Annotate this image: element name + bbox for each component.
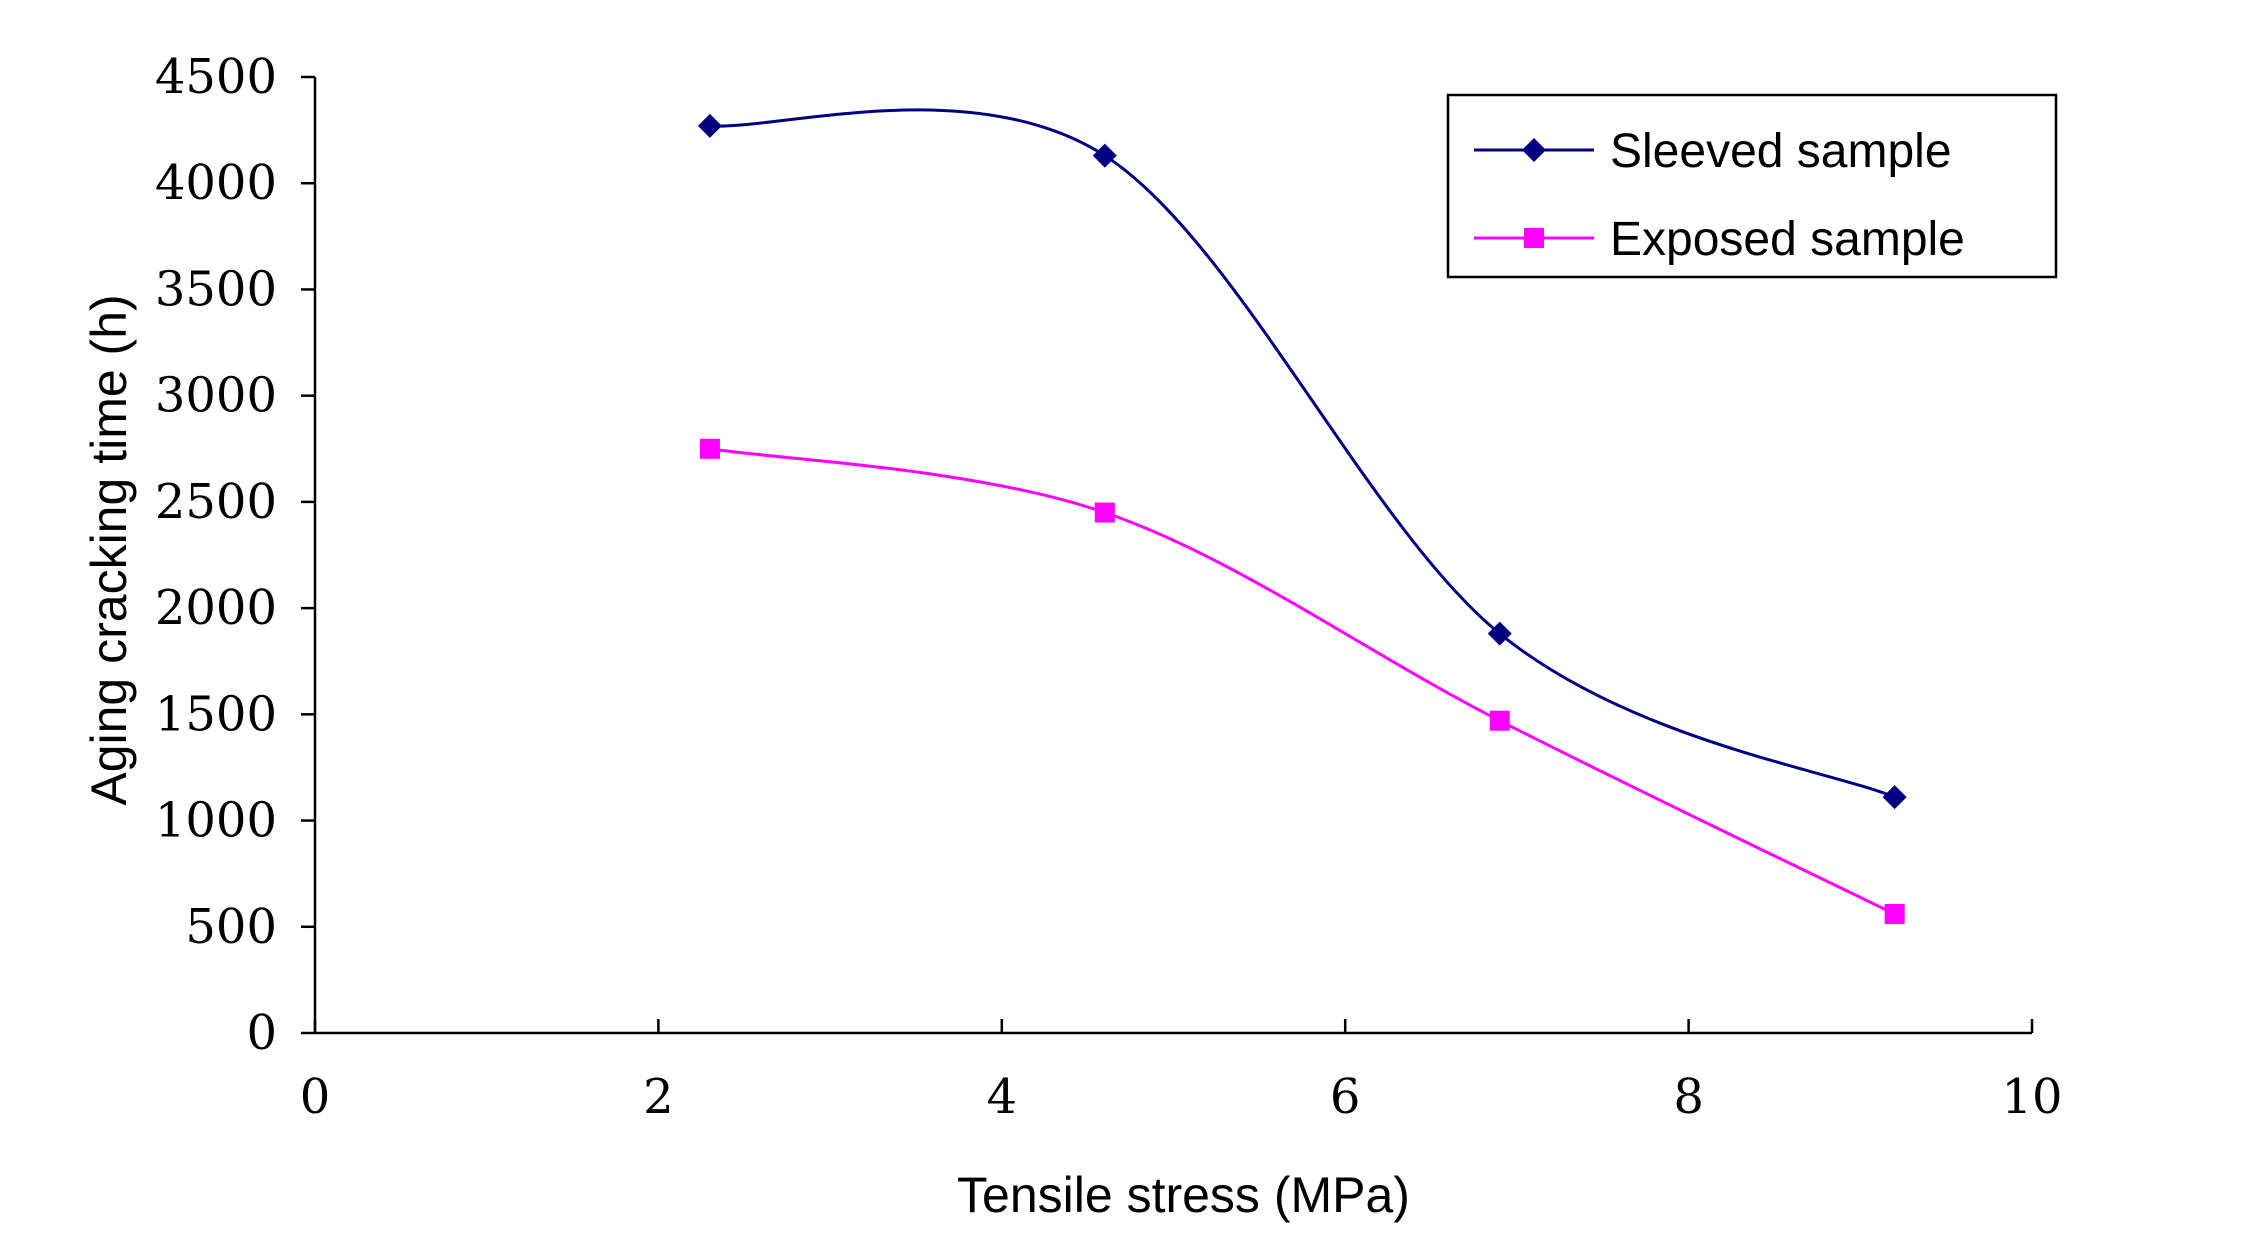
data-point xyxy=(699,438,720,459)
legend: Sleeved sample Exposed sample xyxy=(1446,93,2058,279)
legend-label: Sleeved sample xyxy=(1610,125,1952,178)
data-point xyxy=(1884,904,1905,925)
y-tick-label: 2000 xyxy=(155,580,277,636)
x-tick-label: 8 xyxy=(1673,1069,1704,1125)
data-point xyxy=(1092,143,1117,168)
y-tick-label: 3500 xyxy=(155,261,277,317)
y-tick-label: 0 xyxy=(246,1005,277,1061)
y-axis-title: Aging cracking time (h) xyxy=(81,294,137,805)
series-sleeved xyxy=(697,108,1907,810)
y-tick-label: 4500 xyxy=(155,49,277,105)
series-line xyxy=(709,108,1896,799)
data-point xyxy=(1489,710,1510,731)
legend-box xyxy=(1446,93,2058,279)
y-tick-label: 1500 xyxy=(155,686,277,742)
data-point xyxy=(697,113,722,138)
series-exposed xyxy=(699,438,1905,925)
legend-marker xyxy=(1524,228,1544,248)
data-point xyxy=(1882,785,1907,810)
y-tick-label: 3000 xyxy=(155,368,277,424)
data-point xyxy=(1487,621,1512,646)
y-tick-label: 1000 xyxy=(155,793,277,849)
x-tick-label: 10 xyxy=(2001,1069,2062,1125)
data-point xyxy=(1094,502,1115,523)
y-tick-label: 500 xyxy=(185,899,277,955)
y-tick-label: 2500 xyxy=(155,474,277,530)
x-tick-label: 4 xyxy=(987,1069,1018,1125)
series-line xyxy=(709,447,1896,916)
axes: 0 500 1000 1500 2000 2500 3000 3500 4000 4500 0 2 4 6… xyxy=(155,49,2063,1125)
x-axis-title: Tensile stress (MPa) xyxy=(957,1167,1410,1223)
legend-label: Exposed sample xyxy=(1610,213,1965,266)
x-tick-label: 6 xyxy=(1330,1069,1361,1125)
x-tick-label: 0 xyxy=(300,1069,331,1125)
series-layer xyxy=(697,108,1907,925)
x-tick-label: 2 xyxy=(643,1069,674,1125)
legend-marker xyxy=(1522,138,1546,162)
y-tick-label: 4000 xyxy=(155,155,277,211)
